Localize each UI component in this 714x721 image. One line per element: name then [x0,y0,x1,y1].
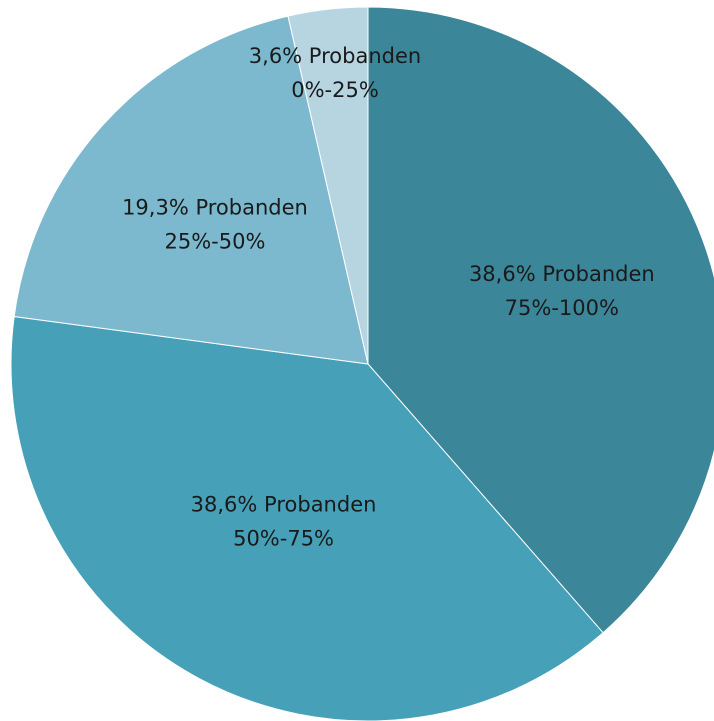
slices-layer [10,6,714,721]
pie-slice-50-75 [10,315,604,721]
slice-category-label: 0%-25% [291,78,379,102]
slice-category-label: 25%-50% [164,230,265,254]
slice-percent-label: 19,3% Probanden [122,196,308,220]
pie-slice-25-50 [13,15,369,365]
pie-slice-0-25 [287,6,369,365]
slice-percent-label: 3,6% Probanden [249,44,421,68]
slice-category-label: 50%-75% [233,526,334,550]
slice-percent-label: 38,6% Probanden [191,492,377,516]
slice-category-label: 75%-100% [505,296,619,320]
labels-layer: 38,6% Probanden 75%-100% 38,6% Probanden 50… [122,44,655,550]
pie-slice-75-100 [367,6,714,634]
slice-percent-label: 38,6% Probanden [469,262,655,286]
